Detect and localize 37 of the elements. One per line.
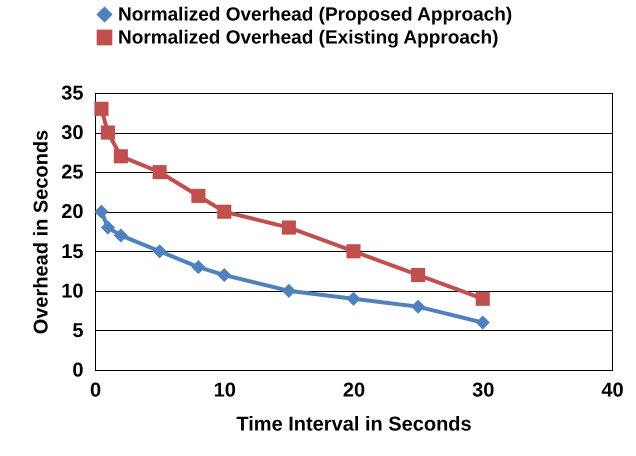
point bbox=[191, 260, 206, 274]
y-tick-label: 30 bbox=[61, 122, 84, 144]
x-axis-title: Time Interval in Seconds bbox=[236, 414, 472, 436]
point bbox=[346, 244, 361, 258]
point bbox=[191, 188, 206, 203]
point bbox=[282, 284, 296, 298]
x-tick-label: 40 bbox=[601, 380, 624, 402]
y-axis-title: Overhead in Seconds bbox=[30, 130, 52, 334]
point bbox=[94, 204, 109, 219]
x-tick-label: 0 bbox=[90, 380, 102, 402]
y-tick-label: 10 bbox=[61, 280, 84, 302]
x-tick-label: 10 bbox=[214, 380, 236, 402]
y-tick-label: 5 bbox=[72, 320, 84, 342]
point bbox=[217, 204, 232, 219]
point bbox=[476, 292, 490, 306]
point bbox=[94, 102, 109, 116]
point bbox=[411, 300, 426, 314]
point bbox=[476, 315, 490, 330]
point bbox=[152, 165, 167, 180]
y-tick-label: 35 bbox=[61, 82, 84, 104]
y-tick-label: 20 bbox=[61, 201, 84, 224]
x-tick-label: 30 bbox=[472, 380, 494, 402]
point bbox=[114, 228, 128, 243]
point bbox=[411, 268, 426, 282]
y-tick-label: 0 bbox=[72, 360, 84, 382]
y-tick-label: 15 bbox=[61, 240, 84, 263]
point bbox=[100, 220, 115, 235]
point bbox=[346, 292, 361, 306]
legend-label: Normalized Overhead (Existing Approach) bbox=[118, 28, 498, 48]
point bbox=[152, 244, 167, 258]
legend-label: Normalized Overhead (Proposed Approach) bbox=[118, 4, 512, 26]
x-tick-label: 20 bbox=[342, 380, 366, 402]
y-tick-label: 25 bbox=[61, 162, 84, 184]
point bbox=[100, 126, 115, 140]
point bbox=[114, 149, 128, 164]
point bbox=[217, 268, 232, 282]
point bbox=[282, 220, 296, 235]
